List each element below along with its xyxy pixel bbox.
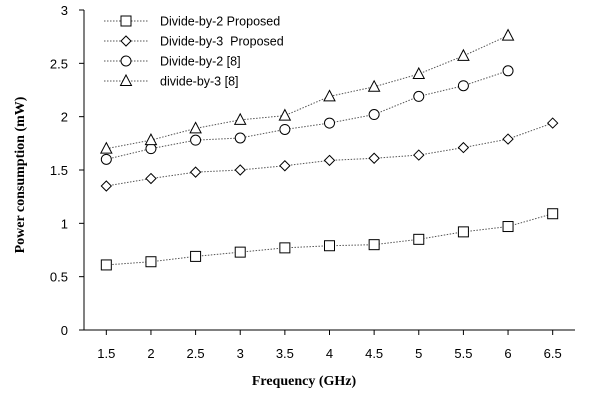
x-tick-label: 5.5	[454, 346, 472, 361]
data-point-circle	[368, 109, 380, 121]
legend: Divide-by-2 Proposed Divide-by-3 Proposed…	[104, 15, 284, 89]
data-point-square	[234, 246, 246, 258]
data-point-triangle	[412, 66, 426, 79]
x-tick-label: 1.5	[97, 346, 115, 361]
x-tick-label: 2.5	[187, 346, 205, 361]
data-point-triangle	[99, 141, 113, 154]
data-point-circle	[234, 132, 246, 144]
data-point-triangle	[278, 108, 292, 121]
data-point-square	[547, 208, 559, 220]
x-tick-label: 4	[326, 346, 333, 361]
legend-item: divide-by-3 [8]	[104, 73, 239, 89]
legend-marker-triangle	[119, 73, 133, 86]
data-point-triangle	[323, 89, 336, 102]
data-point-circle	[100, 153, 112, 165]
data-point-square	[368, 239, 380, 251]
axes	[83, 10, 575, 331]
legend-marker-diamond	[120, 35, 132, 47]
series-line	[106, 35, 509, 150]
y-tick-label: 1	[61, 216, 68, 231]
y-tick-label: 0	[61, 323, 68, 338]
x-ticks: 1.5 2 2.5 3 3.5 4 4.5 5 5.5 6 6.5	[97, 330, 562, 361]
x-tick-label: 3	[237, 346, 244, 361]
data-point-square	[457, 226, 469, 238]
x-tick-label: 5	[415, 346, 422, 361]
series-circle	[100, 65, 514, 165]
data-point-diamond	[323, 154, 336, 167]
data-point-triangle	[233, 112, 247, 125]
series-line	[106, 70, 509, 160]
legend-label: divide-by-3 [8]	[160, 75, 239, 89]
data-point-square	[413, 233, 425, 245]
data-point-diamond	[145, 172, 157, 185]
series-triangle	[99, 28, 515, 154]
series-diamond	[100, 117, 559, 192]
x-tick-label: 6	[504, 346, 511, 361]
y-tick-label: 3	[61, 3, 68, 18]
data-point-square	[502, 221, 514, 233]
legend-item: Divide-by-2 [8]	[104, 55, 241, 69]
data-point-diamond	[502, 133, 514, 145]
data-point-circle	[324, 117, 335, 129]
data-point-diamond	[546, 117, 559, 129]
data-point-triangle	[144, 133, 158, 146]
data-point-circle	[502, 65, 514, 77]
data-point-diamond	[234, 164, 246, 176]
y-tick-label: 0.5	[50, 270, 68, 285]
y-ticks: 0 0.5 1 1.5 2 2.5 3	[50, 3, 84, 338]
data-point-square	[145, 256, 157, 268]
series-layer	[99, 28, 559, 271]
y-tick-label: 2	[61, 110, 68, 125]
data-point-square	[190, 250, 202, 262]
series-line	[106, 213, 553, 266]
data-point-triangle	[501, 28, 515, 41]
data-point-diamond	[368, 152, 380, 164]
data-point-triangle	[189, 121, 202, 134]
data-point-diamond	[457, 141, 470, 154]
legend-item: Divide-by-3 Proposed	[104, 35, 284, 49]
data-point-square	[279, 242, 291, 254]
x-tick-label: 4.5	[365, 346, 383, 361]
y-tick-label: 1.5	[50, 163, 68, 178]
data-point-circle	[413, 90, 425, 102]
data-point-diamond	[189, 166, 202, 178]
data-point-square	[100, 259, 112, 271]
legend-item: Divide-by-2 Proposed	[104, 15, 280, 29]
data-point-circle	[279, 123, 291, 135]
legend-label: Divide-by-3 Proposed	[160, 35, 284, 49]
legend-marker-square	[120, 15, 132, 27]
series-square	[100, 208, 559, 271]
series-line	[106, 122, 553, 187]
x-tick-label: 2	[147, 346, 154, 361]
data-point-triangle	[457, 48, 470, 61]
legend-marker-circle	[120, 55, 132, 67]
x-tick-label: 3.5	[276, 346, 294, 361]
data-point-diamond	[100, 180, 113, 192]
legend-label: Divide-by-2 [8]	[160, 55, 241, 69]
data-point-triangle	[367, 79, 381, 92]
legend-label: Divide-by-2 Proposed	[160, 15, 280, 29]
data-point-circle	[145, 143, 157, 155]
data-point-circle	[457, 80, 469, 92]
data-point-square	[324, 240, 335, 252]
data-point-circle	[190, 134, 202, 146]
y-axis-title: Power consumption (mW)	[13, 96, 28, 253]
x-axis-title: Frequency (GHz)	[252, 374, 357, 389]
data-point-diamond	[279, 160, 291, 172]
x-tick-label: 6.5	[544, 346, 562, 361]
y-tick-label: 2.5	[50, 56, 68, 71]
data-point-diamond	[413, 149, 425, 161]
